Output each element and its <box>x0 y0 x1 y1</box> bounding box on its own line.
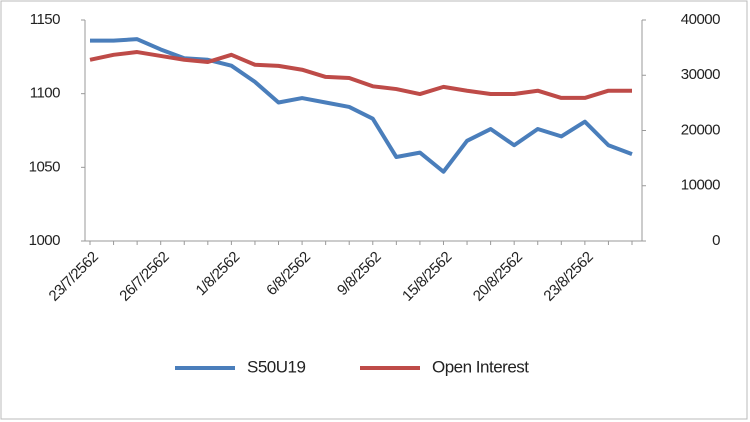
x-tick-label: 20/8/2562 <box>470 249 526 305</box>
y-tick-label: 1050 <box>29 158 61 175</box>
x-tick-label: 23/7/2562 <box>46 249 102 305</box>
legend-label: S50U19 <box>247 357 305 376</box>
y2-tick-label: 30000 <box>681 66 720 83</box>
x-tick-label: 9/8/2562 <box>334 249 385 300</box>
y-tick-label: 1100 <box>30 85 60 102</box>
y2-tick-label: 40000 <box>681 11 720 28</box>
series-line <box>89 50 632 100</box>
x-tick-label: 26/7/2562 <box>116 249 172 305</box>
x-tick-label: 15/8/2562 <box>399 249 455 305</box>
series-line <box>90 37 633 174</box>
y2-tick-label: 20000 <box>681 121 720 138</box>
legend-label: Open Interest <box>432 357 529 376</box>
y2-tick-label: 0 <box>712 232 720 249</box>
y-tick-label: 1000 <box>29 232 61 249</box>
x-tick-label: 1/8/2562 <box>193 249 244 300</box>
x-tick-label: 6/8/2562 <box>263 249 314 300</box>
y-tick-label: 1150 <box>30 11 60 28</box>
x-tick-label: 23/8/2562 <box>540 249 596 305</box>
y2-tick-label: 10000 <box>681 177 720 194</box>
